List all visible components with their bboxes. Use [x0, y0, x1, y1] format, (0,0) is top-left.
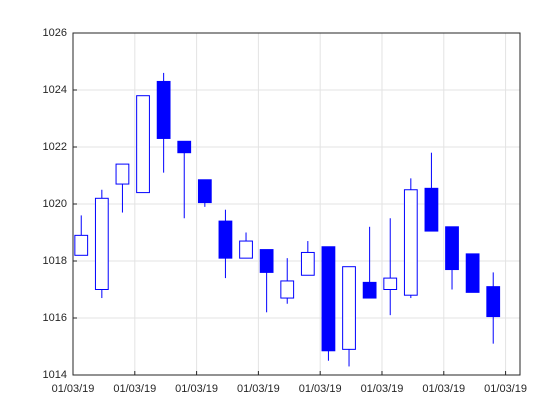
candle-body: [403, 189, 418, 296]
candle-body: [445, 226, 459, 271]
x-tick-label: 01/03/19: [52, 383, 95, 395]
candle-body: [342, 266, 356, 350]
candle-body: [74, 234, 89, 256]
candle-body: [259, 249, 274, 273]
candle-body: [465, 253, 480, 293]
y-tick-label: 1020: [43, 198, 67, 210]
candle-body: [218, 220, 233, 259]
candle-body: [239, 240, 253, 259]
candle-body: [136, 95, 150, 194]
candle-body: [383, 277, 398, 291]
y-tick-label: 1022: [43, 141, 67, 153]
candle-body: [486, 286, 501, 318]
x-tick-label: 01/03/19: [484, 383, 527, 395]
x-tick-label: 01/03/19: [422, 383, 465, 395]
x-tick-label: 01/03/19: [175, 383, 218, 395]
candle-body: [300, 251, 315, 276]
candle-body: [424, 187, 439, 232]
candle-body: [156, 80, 171, 139]
candle-body: [197, 179, 212, 204]
candle-body: [177, 140, 192, 154]
y-tick-label: 1016: [43, 312, 67, 324]
x-tick-label: 01/03/19: [237, 383, 280, 395]
candle-body: [115, 163, 130, 185]
x-tick-label: 01/03/19: [361, 383, 404, 395]
candle-body: [362, 281, 377, 299]
grid: [72, 32, 520, 376]
x-tick-label: 01/03/19: [299, 383, 342, 395]
candles: [74, 72, 501, 367]
y-tick-label: 1026: [43, 27, 67, 39]
candle-body: [321, 246, 336, 352]
y-tick-label: 1014: [43, 369, 67, 381]
y-tick-label: 1024: [43, 84, 67, 96]
tick-labels: 1014 1016 1018 1020 1022 1024 1026 01/03/19 01/0…: [43, 27, 527, 395]
y-tick-label: 1018: [43, 255, 67, 267]
candle-body: [280, 280, 295, 299]
candle-body: [94, 197, 109, 290]
x-tick-label: 01/03/19: [113, 383, 156, 395]
